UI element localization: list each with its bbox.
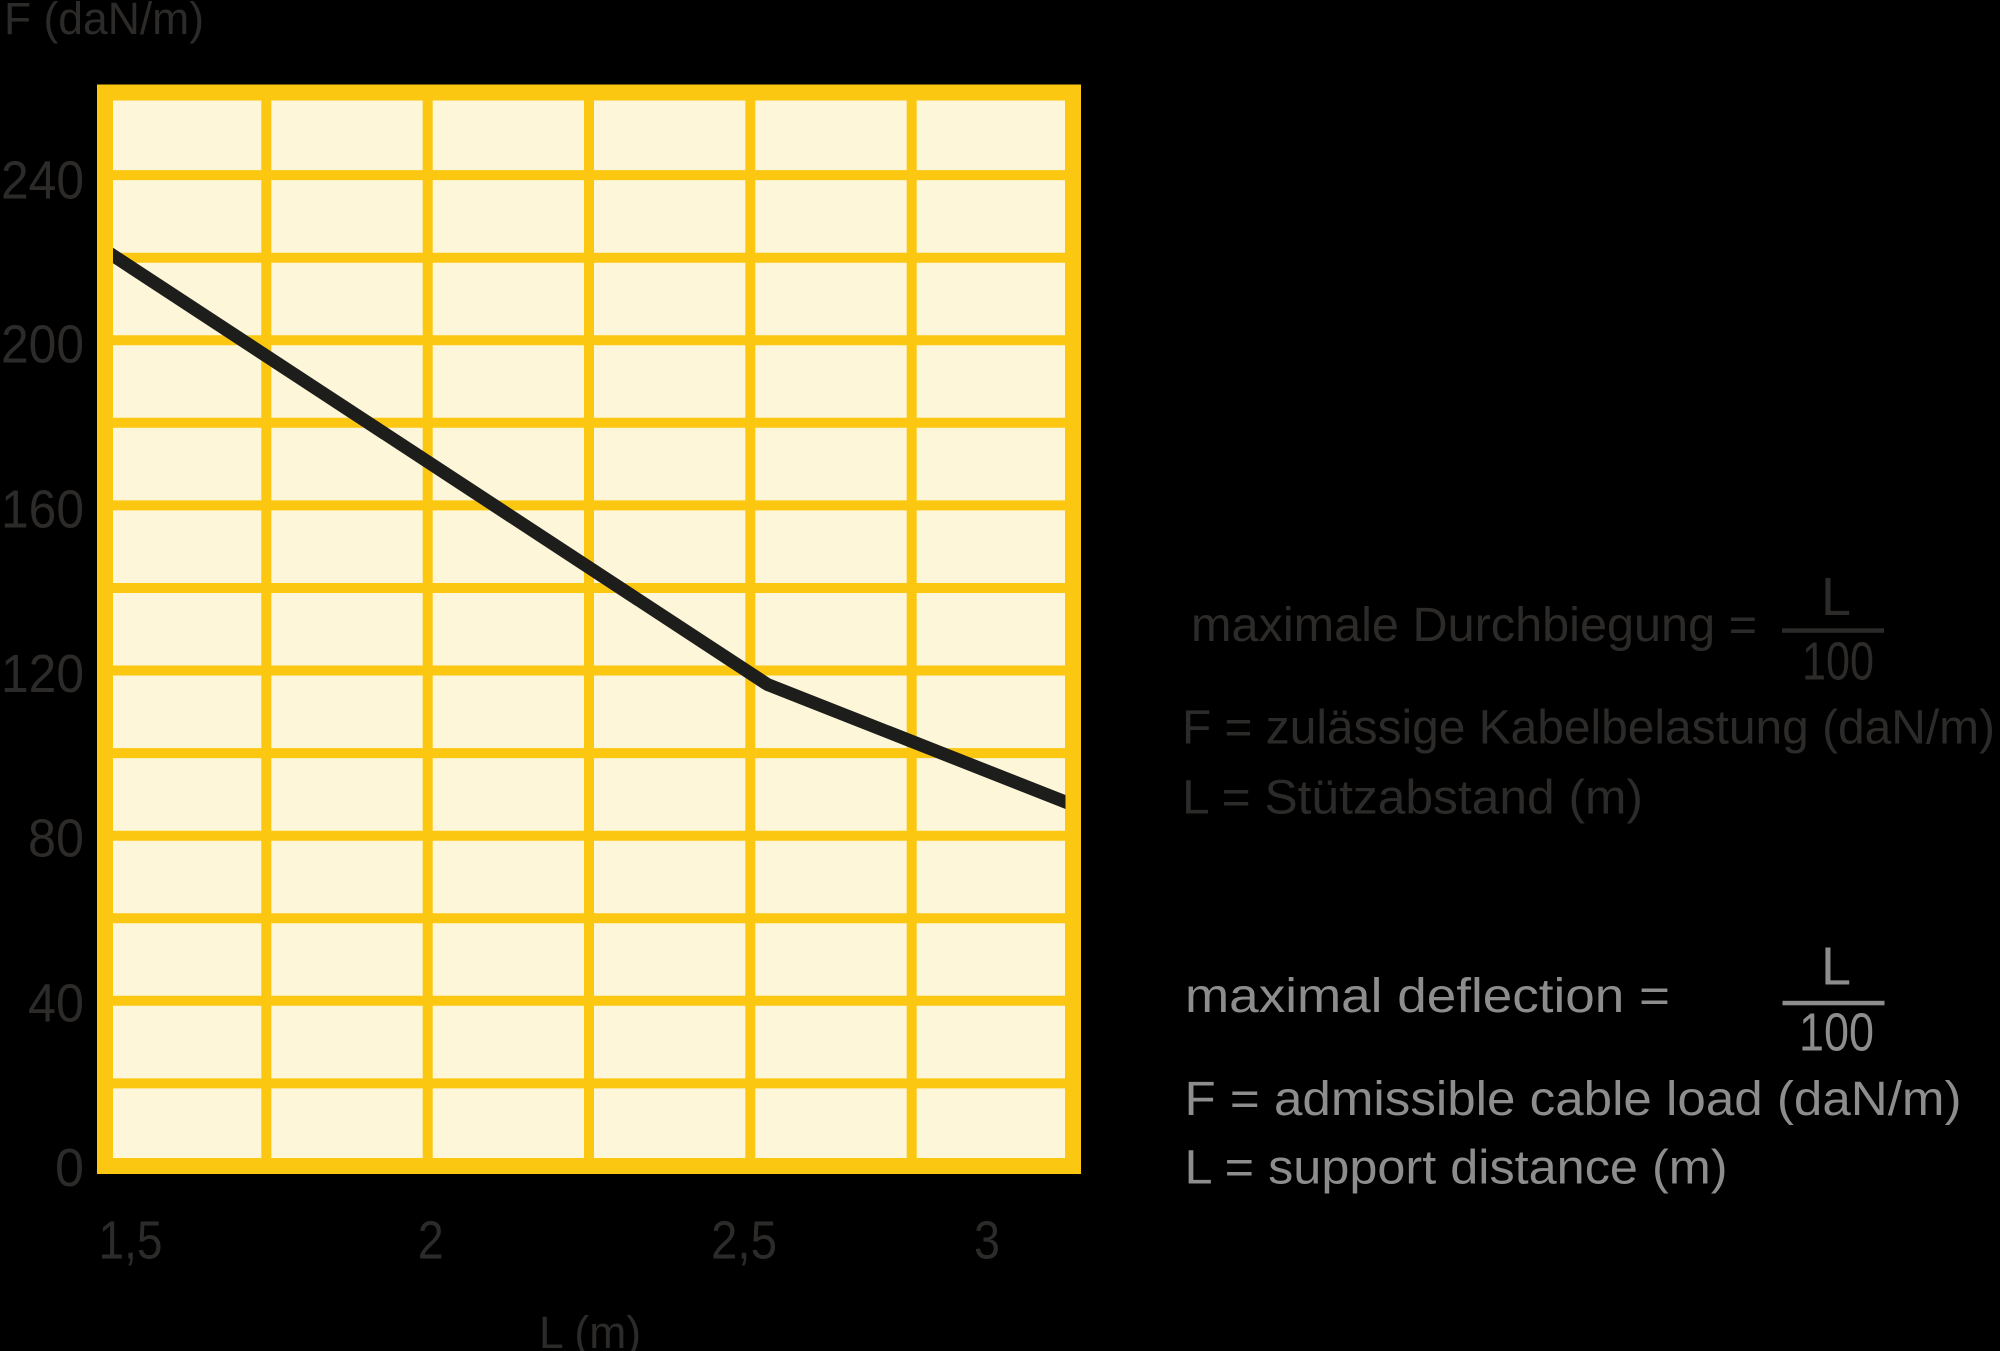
svg-text:3: 3 bbox=[974, 1211, 1000, 1271]
svg-text:0: 0 bbox=[55, 1138, 84, 1198]
svg-text:F = zulässige Kabelbelastung (: F = zulässige Kabelbelastung (daN/m) bbox=[1182, 702, 1995, 755]
svg-text:100: 100 bbox=[1802, 632, 1874, 692]
svg-text:40: 40 bbox=[28, 973, 84, 1033]
svg-text:80: 80 bbox=[28, 809, 84, 869]
svg-text:maximale Durchbiegung =: maximale Durchbiegung = bbox=[1191, 599, 1757, 652]
svg-text:L: L bbox=[1821, 937, 1851, 997]
svg-text:100: 100 bbox=[1799, 1003, 1874, 1063]
svg-text:L: L bbox=[1821, 567, 1851, 627]
svg-text:1,5: 1,5 bbox=[99, 1211, 163, 1271]
svg-text:2: 2 bbox=[418, 1211, 444, 1271]
svg-text:L = Stützabstand (m): L = Stützabstand (m) bbox=[1182, 771, 1643, 824]
svg-text:200: 200 bbox=[1, 315, 84, 375]
svg-text:L = support distance (m): L = support distance (m) bbox=[1185, 1142, 1728, 1195]
svg-text:F (daN/m): F (daN/m) bbox=[4, 0, 204, 44]
svg-text:maximal deflection =: maximal deflection = bbox=[1185, 970, 1670, 1023]
svg-text:L (m): L (m) bbox=[539, 1307, 641, 1351]
svg-text:240: 240 bbox=[1, 151, 84, 211]
svg-text:120: 120 bbox=[1, 644, 84, 704]
svg-text:2,5: 2,5 bbox=[711, 1211, 777, 1271]
svg-text:160: 160 bbox=[1, 479, 84, 539]
svg-text:F = admissible cable load (daN: F = admissible cable load (daN/m) bbox=[1185, 1073, 1962, 1126]
